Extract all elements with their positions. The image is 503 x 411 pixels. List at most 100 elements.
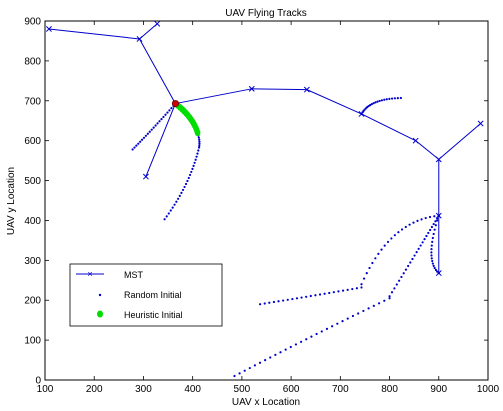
y-tick-label: 500 (24, 176, 41, 187)
random-initial-point (305, 295, 308, 298)
random-initial-point (385, 98, 388, 101)
random-initial-point (360, 286, 363, 289)
random-initial-point (393, 287, 396, 290)
random-initial-point (198, 142, 201, 145)
random-initial-point (434, 220, 437, 223)
random-initial-point (351, 314, 355, 318)
random-initial-point (371, 261, 374, 265)
random-initial-point (137, 142, 140, 145)
random-initial-point (279, 351, 282, 354)
random-initial-point (140, 138, 144, 141)
random-initial-point (164, 113, 167, 116)
random-initial-point (131, 148, 134, 151)
random-initial-point (421, 241, 424, 244)
random-initial-point (430, 247, 433, 251)
legend-heuristic-label: Heuristic Initial (124, 310, 183, 320)
random-initial-point (253, 364, 256, 367)
random-initial-point (432, 222, 435, 226)
y-axis-label: UAV y Location (6, 167, 17, 235)
legend-mst-label: MST (124, 270, 144, 280)
legend: × MST Random Initial Heuristic Initial (69, 263, 223, 327)
random-initial-point (408, 223, 411, 226)
random-initial-point (198, 144, 201, 147)
random-initial-point (154, 124, 157, 127)
random-initial-point (415, 251, 418, 254)
x-tick-label: 700 (332, 384, 349, 395)
random-initial-point (402, 272, 405, 275)
random-initial-point (168, 109, 171, 112)
random-initial-point (431, 262, 434, 265)
random-initial-point (139, 140, 142, 143)
random-initial-point (238, 372, 241, 375)
random-initial-point (190, 170, 193, 174)
random-initial-point (404, 268, 408, 271)
mst-node-marker (45, 26, 52, 32)
random-initial-point (436, 219, 439, 222)
random-initial-point (434, 224, 437, 227)
mst-edge (175, 88, 252, 105)
y-tick-label: 200 (24, 296, 41, 307)
mst-edge (139, 38, 176, 104)
x-tick-label: 900 (430, 384, 447, 395)
random-initial-point (380, 99, 384, 102)
random-initial-point (377, 252, 380, 255)
random-initial-point (156, 122, 159, 125)
random-initial-point (300, 296, 303, 299)
random-initial-point (433, 228, 436, 231)
random-initial-point (374, 257, 377, 260)
heuristic-initial-point (194, 129, 201, 137)
random-initial-point (404, 225, 407, 229)
random-initial-point (309, 294, 312, 298)
random-initial-point (233, 374, 236, 378)
random-initial-point (431, 240, 434, 243)
y-tick-label: 900 (24, 17, 41, 28)
random-initial-point (170, 107, 173, 110)
mst-edge (251, 88, 307, 91)
axis-ticks: 100 200 300 400 500 600 700 800 900 1000010020030… (24, 17, 499, 396)
random-initial-point (277, 300, 280, 303)
random-initial-point (282, 299, 285, 302)
random-initial-point (346, 317, 349, 320)
random-initial-point (395, 283, 398, 286)
random-initial-point (318, 293, 322, 296)
random-initial-point (383, 244, 386, 247)
random-initial-point (386, 240, 390, 244)
random-initial-point (424, 216, 427, 220)
random-initial-point (191, 167, 194, 170)
random-initial-point (372, 304, 375, 307)
mst-edge (438, 123, 481, 160)
random-initial-point (183, 185, 186, 189)
random-initial-point (367, 307, 370, 310)
legend-random-marker (98, 293, 102, 297)
random-initial-point (264, 359, 267, 362)
random-initial-point (328, 291, 331, 295)
random-initial-point (390, 291, 394, 294)
random-initial-point (167, 212, 170, 215)
random-initial-point (162, 115, 165, 119)
y-tick-label: 300 (24, 256, 41, 267)
random-initial-point (378, 99, 381, 103)
random-initial-point (314, 294, 317, 297)
random-initial-point (196, 152, 199, 155)
random-initial-point (248, 366, 251, 370)
random-initial-point (430, 251, 433, 254)
x-axis-label: UAV x Location (232, 397, 300, 408)
x-tick-label: 600 (283, 384, 300, 395)
random-initial-point (177, 197, 180, 200)
random-initial-point (400, 275, 403, 279)
random-initial-point (420, 218, 423, 221)
random-initial-point (397, 231, 400, 234)
random-initial-point (416, 219, 419, 222)
random-initial-point (187, 176, 190, 180)
random-initial-point (423, 238, 426, 241)
random-initial-point (243, 369, 246, 372)
legend-random-label: Random Initial (124, 290, 182, 300)
random-initial-point (184, 182, 188, 186)
random-initial-point (268, 301, 271, 304)
mst-edge (48, 28, 140, 40)
random-initial-point (390, 237, 393, 240)
random-initial-point (295, 297, 299, 300)
x-tick-label: 800 (381, 384, 398, 395)
random-initial-point (294, 343, 298, 346)
random-initial-point (291, 297, 294, 301)
